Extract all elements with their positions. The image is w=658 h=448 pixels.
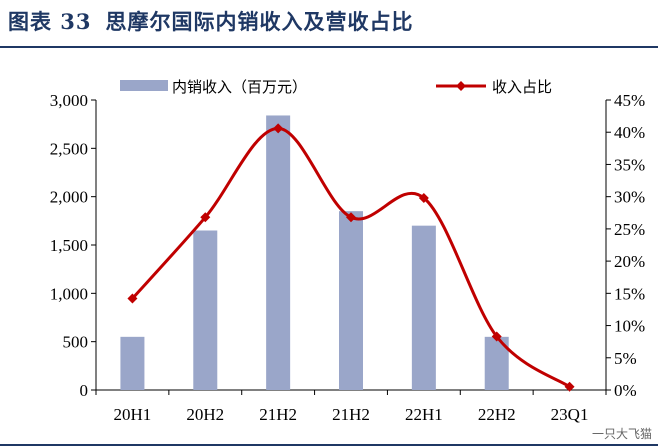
left-tick-label: 2,000 — [50, 188, 88, 207]
x-tick-label: 22H1 — [405, 405, 443, 424]
right-tick-label: 35% — [614, 155, 645, 174]
right-tick-label: 30% — [614, 188, 645, 207]
bar — [266, 115, 291, 390]
legend-bar-swatch — [120, 80, 168, 91]
left-tick-label: 3,000 — [50, 91, 88, 110]
left-tick-label: 1,000 — [50, 284, 88, 303]
watermark: 一只大飞猫 — [591, 427, 652, 441]
bar — [120, 336, 145, 390]
right-tick-label: 45% — [614, 91, 645, 110]
share-point — [200, 212, 211, 223]
bar — [339, 211, 363, 390]
left-tick-label: 2,500 — [50, 139, 88, 158]
share-point — [273, 123, 284, 134]
legend-line-marker — [456, 81, 466, 91]
share-point — [564, 381, 575, 392]
share-point — [127, 293, 138, 304]
share-point — [346, 212, 356, 223]
x-tick-label: 21H2 — [259, 405, 297, 424]
share-point — [491, 331, 502, 342]
right-tick-label: 10% — [614, 317, 645, 336]
x-tick-label: 20H2 — [186, 405, 224, 424]
right-tick-label: 25% — [614, 220, 645, 239]
x-tick-label: 20H1 — [114, 405, 152, 424]
figure-label: 图表 33 — [8, 9, 92, 34]
share-point — [418, 192, 429, 203]
right-tick-label: 20% — [614, 252, 645, 271]
bar — [193, 230, 218, 390]
figure-title: 图表 33 思摩尔国际内销收入及营收占比 — [8, 6, 428, 36]
title-rule — [0, 46, 658, 48]
right-tick-label: 15% — [614, 284, 645, 303]
right-tick-label: 0% — [614, 381, 637, 400]
left-tick-label: 500 — [63, 333, 89, 352]
x-tick-label: 22H2 — [478, 405, 516, 424]
x-tick-label: 21H2 — [332, 405, 370, 424]
figure-caption: 思摩尔国际内销收入及营收占比 — [105, 9, 414, 34]
legend-line-label: 收入占比 — [492, 78, 552, 96]
left-tick-label: 0 — [80, 381, 89, 400]
right-tick-label: 40% — [614, 123, 645, 142]
right-tick-label: 5% — [614, 349, 637, 368]
legend-bar-label: 内销收入（百万元） — [172, 78, 307, 96]
bar — [411, 225, 436, 390]
footer-rule — [0, 444, 658, 446]
left-tick-label: 1,500 — [50, 236, 88, 255]
x-tick-label: 23Q1 — [551, 405, 589, 424]
